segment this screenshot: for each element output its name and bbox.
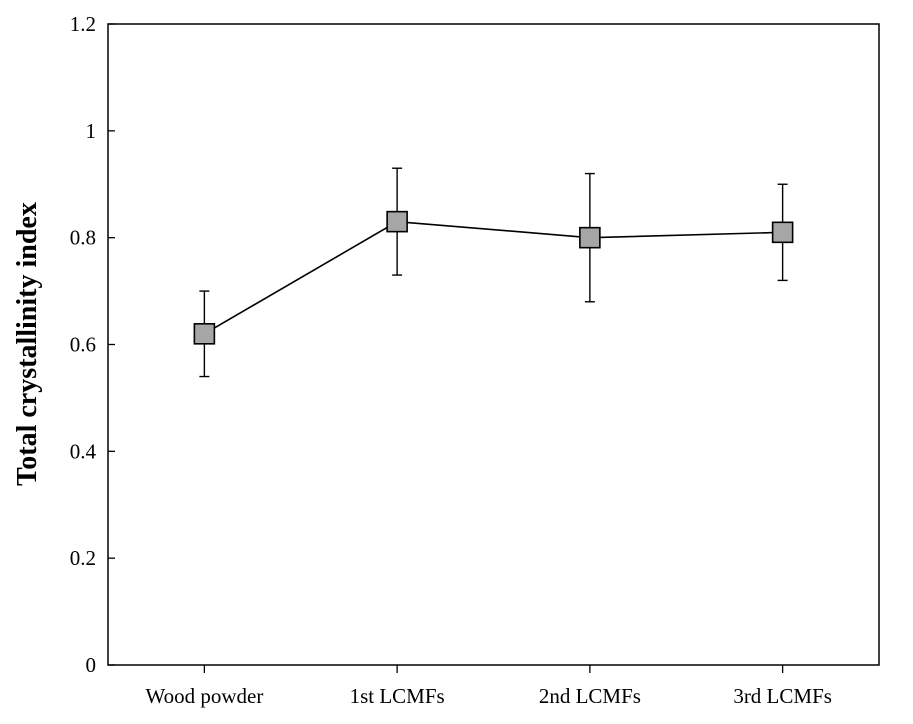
x-tick-label: 2nd LCMFs: [539, 684, 641, 708]
y-axis-title: Total crystallinity index: [12, 202, 43, 486]
x-tick-label: 3rd LCMFs: [733, 684, 832, 708]
y-tick-label: 1.2: [70, 12, 96, 36]
plot-area-frame: [107, 23, 880, 666]
y-tick-label: 0.8: [70, 226, 96, 250]
y-tick-label: 0.2: [70, 546, 96, 570]
data-point: [386, 210, 408, 233]
data-point: [193, 323, 216, 345]
x-tick-label: Wood powder: [145, 684, 263, 708]
data-point: [771, 221, 794, 244]
data-point: [579, 226, 601, 249]
series-layer: [193, 167, 794, 378]
y-axis: 0 0.2 0.4 0.6 0.8 1 1.2: [70, 12, 115, 677]
y-tick-label: 0: [86, 653, 97, 677]
y-tick-label: 0.6: [70, 333, 96, 357]
x-axis: Wood powder 1st LCMFs 2nd LCMFs 3rd LCMFs: [145, 665, 832, 708]
y-tick-label: 1: [86, 119, 97, 143]
x-tick-label: 1st LCMFs: [350, 684, 445, 708]
y-tick-label: 0.4: [70, 439, 97, 463]
series-line: [203, 220, 783, 335]
